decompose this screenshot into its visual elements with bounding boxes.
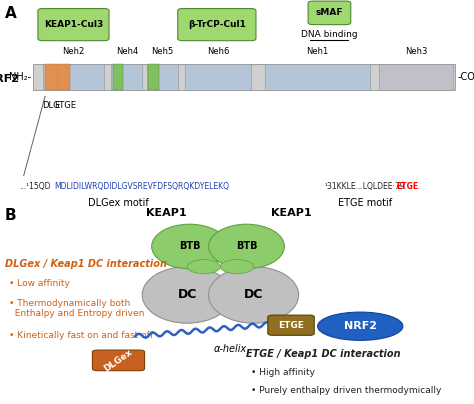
Text: sMAF: sMAF	[316, 8, 343, 17]
Ellipse shape	[209, 224, 284, 269]
Text: Neh1: Neh1	[307, 47, 328, 56]
FancyBboxPatch shape	[268, 315, 314, 335]
FancyBboxPatch shape	[148, 64, 159, 90]
Text: ...¹15QD: ...¹15QD	[19, 182, 50, 191]
Text: α-helix: α-helix	[213, 344, 246, 354]
Text: • Thermodynamically both
  Enthalpy and Entropy driven: • Thermodynamically both Enthalpy and En…	[9, 299, 145, 318]
Text: DC: DC	[178, 288, 197, 301]
FancyBboxPatch shape	[38, 8, 109, 41]
Text: NH₂-: NH₂-	[9, 72, 31, 82]
FancyBboxPatch shape	[113, 64, 123, 90]
Text: DLGex: DLGex	[102, 347, 135, 373]
FancyBboxPatch shape	[111, 64, 142, 90]
Text: ETGE: ETGE	[396, 182, 418, 191]
Text: BTB: BTB	[236, 242, 257, 251]
FancyBboxPatch shape	[92, 350, 145, 371]
Ellipse shape	[152, 224, 228, 269]
Text: ETGE: ETGE	[54, 101, 76, 109]
Text: • Purely enthalpy driven thermodymically: • Purely enthalpy driven thermodymically	[251, 386, 442, 395]
Text: DLGex motif: DLGex motif	[88, 198, 149, 208]
FancyBboxPatch shape	[58, 64, 70, 90]
Ellipse shape	[187, 259, 220, 274]
Text: Neh4: Neh4	[116, 47, 138, 56]
Text: BTB: BTB	[179, 242, 201, 251]
Text: MDLIDILWRQDIDLGVSREVFDFSQRQKDYELEKQ: MDLIDILWRQDIDLGVSREVFDFSQRQKDYELEKQ	[55, 182, 229, 191]
Text: ¹31KKLE...LQLDEE·79: ¹31KKLE...LQLDEE·79	[325, 182, 405, 191]
Text: • Kinetically fast on and fast off: • Kinetically fast on and fast off	[9, 331, 154, 340]
Text: ETGE: ETGE	[278, 321, 304, 330]
Text: NRF2: NRF2	[344, 321, 377, 331]
Text: DLGex / Keap1 DC interaction: DLGex / Keap1 DC interaction	[5, 259, 167, 269]
Text: B: B	[5, 208, 17, 223]
Text: • High affinity: • High affinity	[251, 368, 315, 377]
Text: Neh2: Neh2	[63, 47, 84, 56]
Text: KEAP1: KEAP1	[146, 208, 186, 218]
FancyBboxPatch shape	[33, 64, 455, 90]
Ellipse shape	[142, 267, 232, 323]
FancyBboxPatch shape	[379, 64, 453, 90]
Ellipse shape	[209, 267, 299, 323]
FancyBboxPatch shape	[43, 64, 104, 90]
FancyBboxPatch shape	[178, 8, 256, 41]
Text: KEAP1-Cul3: KEAP1-Cul3	[44, 20, 103, 29]
Text: NRF2: NRF2	[0, 74, 19, 84]
Text: -COOH: -COOH	[457, 72, 474, 82]
FancyBboxPatch shape	[265, 64, 370, 90]
Text: DNA binding: DNA binding	[301, 30, 358, 39]
FancyBboxPatch shape	[185, 64, 251, 90]
Text: ...: ...	[413, 182, 420, 191]
Text: KEAP1: KEAP1	[271, 208, 312, 218]
FancyBboxPatch shape	[147, 64, 178, 90]
Text: β-TrCP-Cul1: β-TrCP-Cul1	[188, 20, 246, 29]
Text: DLG: DLG	[42, 101, 60, 109]
FancyBboxPatch shape	[45, 64, 57, 90]
Text: • Low affinity: • Low affinity	[9, 279, 70, 288]
Text: ETGE / Keap1 DC interaction: ETGE / Keap1 DC interaction	[246, 349, 401, 360]
Ellipse shape	[220, 259, 254, 274]
Ellipse shape	[318, 312, 403, 340]
Text: Neh6: Neh6	[207, 47, 229, 56]
Text: DC: DC	[244, 288, 263, 301]
FancyBboxPatch shape	[308, 1, 351, 25]
Text: A: A	[5, 6, 17, 21]
Text: Neh3: Neh3	[405, 47, 427, 56]
Text: ETGE motif: ETGE motif	[338, 198, 392, 208]
Text: Neh5: Neh5	[151, 47, 173, 56]
